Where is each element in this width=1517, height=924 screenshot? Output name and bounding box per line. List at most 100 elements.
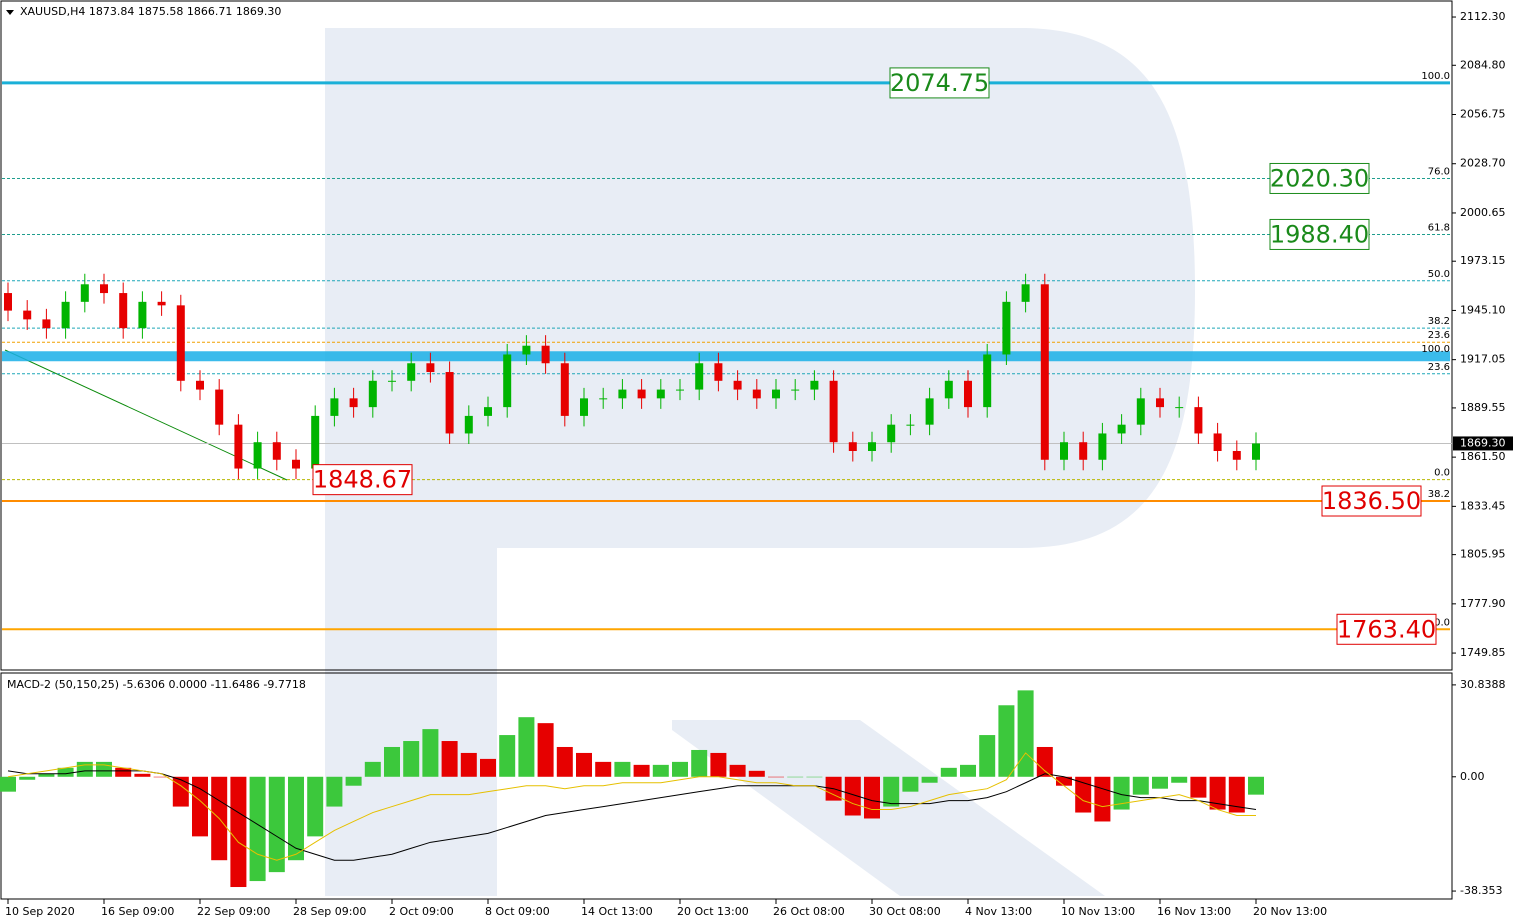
macd-bar — [518, 717, 535, 777]
macd-bar — [288, 776, 304, 861]
macd-bar — [960, 764, 976, 777]
y-tick-label: 1861.50 — [1460, 450, 1506, 463]
x-tick-label: 4 Nov 13:00 — [965, 905, 1032, 918]
candle-body — [752, 389, 761, 399]
candle-body — [829, 380, 838, 443]
macd-bar — [1132, 776, 1149, 795]
candle-body — [1040, 284, 1049, 460]
y-tick-label: 1805.95 — [1460, 548, 1506, 561]
y-tick-label: 2112.30 — [1460, 10, 1506, 23]
macd-bar — [1094, 776, 1111, 822]
candle-body — [1175, 407, 1184, 409]
candle-body — [695, 363, 704, 390]
price-box-label: 1848.67 — [313, 466, 412, 494]
macd-bar — [268, 776, 285, 873]
price-box-frame — [1321, 485, 1422, 517]
macd-bar — [921, 776, 938, 783]
candle-body — [330, 398, 339, 416]
macd-bar — [1036, 746, 1053, 777]
price-box-frame — [1269, 218, 1370, 250]
macd-bar — [902, 776, 919, 792]
macd-bar — [844, 776, 861, 816]
candle-body — [1021, 284, 1030, 302]
candle-body — [944, 380, 953, 399]
y-tick-label: 1917.05 — [1460, 353, 1506, 366]
macd-bar — [499, 735, 516, 777]
macd-bar — [1152, 776, 1168, 789]
price-box: 1988.40 — [1269, 218, 1370, 250]
price-frame — [0, 0, 1453, 671]
macd-bar — [864, 776, 880, 819]
macd-bar — [422, 729, 439, 777]
candle-body — [1232, 450, 1241, 460]
macd-bar — [441, 741, 458, 777]
y-tick-label: 1777.90 — [1460, 597, 1506, 610]
price-box-label: 1836.50 — [1322, 487, 1421, 515]
macd-bar — [691, 749, 708, 777]
candle-body — [503, 354, 512, 408]
current-price-tag — [1453, 436, 1513, 451]
macd-bar — [1209, 776, 1226, 810]
candle-body — [100, 284, 108, 294]
candle-body — [1194, 407, 1203, 434]
macd-bar — [729, 764, 746, 777]
macd-bar — [230, 776, 247, 888]
price-box-frame — [312, 464, 413, 496]
candle-body — [714, 363, 723, 381]
macd-bar — [38, 773, 55, 777]
macd-bar — [710, 752, 727, 777]
macd-bar — [614, 761, 631, 777]
x-tick-label: 2 Oct 09:00 — [389, 905, 454, 918]
fib-label: 100.0 — [1421, 71, 1450, 82]
macd-bar — [806, 776, 823, 778]
x-tick-label: 30 Oct 08:00 — [869, 905, 941, 918]
candle-body — [676, 389, 684, 391]
x-tick-label: 28 Sep 09:00 — [293, 905, 366, 918]
macd-bar — [748, 770, 765, 777]
chart-title: XAUUSD,H4 1873.84 1875.58 1866.71 1869.3… — [20, 5, 281, 18]
x-tick-label: 16 Nov 13:00 — [1157, 905, 1231, 918]
candle-body — [138, 301, 147, 329]
macd-bar — [307, 776, 324, 837]
price-box-frame — [1269, 162, 1370, 194]
macd-bar — [883, 776, 900, 807]
macd-bar — [249, 776, 266, 882]
candle-body — [1060, 442, 1068, 460]
current-price-label: 1869.30 — [1460, 436, 1506, 449]
watermark — [325, 28, 1195, 896]
macd-bar — [57, 767, 74, 777]
candle-body — [887, 424, 896, 443]
candle-body — [906, 424, 915, 426]
candle-body — [810, 380, 819, 390]
price-box-label: 2020.30 — [1270, 164, 1369, 192]
macd-bar — [76, 761, 93, 777]
macd-bar — [1171, 776, 1188, 783]
x-tick-label: 8 Oct 09:00 — [485, 905, 550, 918]
macd-bar — [1190, 776, 1207, 798]
fib-label: 0.0 — [1434, 468, 1450, 479]
candle-body — [772, 389, 780, 399]
candle-body — [349, 398, 358, 408]
macd-bar — [96, 761, 112, 777]
y-tick-label: 2056.75 — [1460, 108, 1506, 121]
macd-bar — [998, 705, 1015, 777]
x-tick-label: 14 Oct 13:00 — [581, 905, 653, 918]
candle-body — [1098, 433, 1107, 460]
price-box-label: 1988.40 — [1270, 220, 1369, 248]
y-tick-label: 1833.45 — [1460, 499, 1506, 512]
candle-body — [1156, 398, 1164, 408]
candle-body — [215, 389, 224, 425]
candle-body — [848, 442, 857, 451]
macd-bar — [556, 746, 573, 777]
candle-body — [464, 415, 473, 434]
fib-label: 100.0 — [1421, 344, 1450, 355]
price-box-label: 1763.40 — [1337, 615, 1436, 643]
candle-body — [733, 380, 742, 390]
candle-body — [637, 389, 646, 399]
candle-body — [176, 305, 185, 381]
fib-label: 50.0 — [1428, 269, 1450, 280]
price-box-frame — [889, 67, 990, 99]
candle-body — [599, 398, 608, 400]
y-tick-label: 1749.85 — [1460, 646, 1506, 659]
